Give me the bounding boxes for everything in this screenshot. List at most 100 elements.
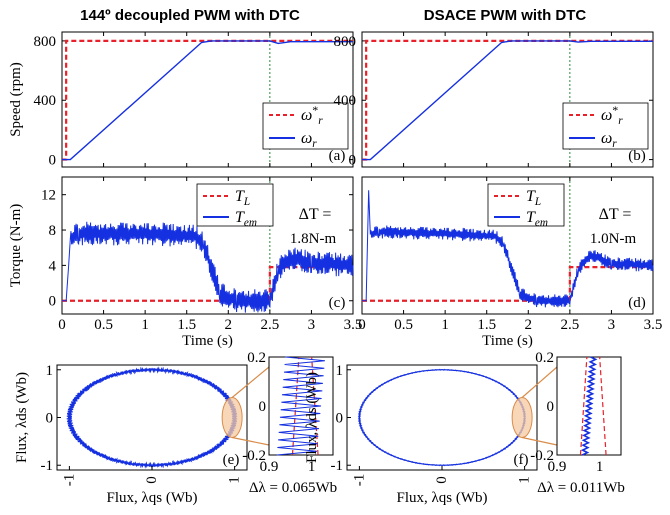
- x-tick-label: 0: [144, 476, 160, 484]
- delta-t-value: 1.8N-m: [290, 231, 337, 247]
- y-tick-label: -1: [41, 458, 54, 474]
- series-tem: [362, 190, 654, 308]
- y-axis-label: Flux, λds (Wb): [304, 372, 320, 463]
- zoom-y-tick-label: -0.2: [530, 448, 554, 464]
- y-tick-label: 1: [336, 363, 344, 379]
- delta-t-label: ΔT =: [599, 206, 632, 223]
- y-axis-label: Speed (rpm): [8, 62, 24, 137]
- x-tick-label: 1: [517, 476, 533, 484]
- x-tick-label: -1: [351, 474, 367, 487]
- x-tick-label: 3.5: [644, 317, 663, 333]
- y-axis-label: Torque (N-m): [8, 204, 24, 288]
- panel-label: (d): [628, 295, 646, 311]
- speed-left-frame: [61, 31, 354, 168]
- legend-entry-0: TL: [526, 188, 541, 208]
- y-tick-label: 0: [49, 294, 57, 310]
- x-axis-label: Flux, λqs (Wb): [396, 490, 487, 506]
- zoom-x-tick-label: 0.9: [548, 459, 567, 475]
- legend-entry-0: ω*r: [301, 103, 323, 127]
- legend-box: [262, 102, 349, 150]
- x-tick-label: 1: [227, 476, 243, 484]
- zoom-bound-line: [599, 356, 607, 456]
- zoom-connector-line: [521, 366, 558, 398]
- zoom-y-tick-label: 0: [547, 399, 555, 415]
- ripple-caption: Δλ = 0.065Wb: [249, 480, 337, 496]
- delta-t-value: 1.0N-m: [590, 231, 637, 247]
- zoom-x-tick-label: 1: [308, 459, 316, 475]
- x-tick-label: 3: [308, 317, 316, 333]
- left-column-title: 144º decoupled PWM with DTC: [80, 7, 300, 24]
- zoom-trace: [580, 356, 598, 456]
- y-tick-label: 400: [334, 93, 357, 109]
- legend-box: [487, 183, 565, 227]
- zoom-y-tick-label: 0.2: [535, 350, 554, 366]
- y-tick-label: 0: [349, 153, 357, 169]
- y-tick-label: 0: [46, 411, 54, 427]
- panel-label: (b): [628, 148, 646, 164]
- panel-label: (a): [329, 148, 346, 164]
- zoom-connector-line: [231, 366, 270, 398]
- zoom-x-tick-label: 1: [596, 459, 604, 475]
- flux-trajectory: [66, 366, 238, 469]
- x-tick-label: 1.5: [177, 317, 196, 333]
- x-tick-label: 1: [441, 317, 449, 333]
- zoom-trace: [276, 356, 325, 456]
- x-tick-label: 3.5: [344, 317, 363, 333]
- y-tick-label: 800: [334, 34, 357, 50]
- x-tick-label: 2: [225, 317, 233, 333]
- panel-label: (c): [329, 295, 346, 311]
- right-column-title: DSACE PWM with DTC: [424, 7, 587, 24]
- flux-left-frame: [56, 364, 248, 471]
- x-tick-label: 2.5: [260, 317, 279, 333]
- y-tick-label: 12: [41, 188, 56, 204]
- y-tick-label: 400: [34, 93, 57, 109]
- x-axis-label: Flux, λqs (Wb): [106, 490, 197, 506]
- series-reference-line: [362, 266, 653, 302]
- x-tick-label: 2.5: [560, 317, 579, 333]
- flux-trajectory: [357, 368, 527, 467]
- series-reference-line: [62, 266, 353, 302]
- legend-entry-1: ωr: [601, 130, 617, 150]
- y-tick-label: 0: [49, 153, 57, 169]
- zoom-y-tick-label: 0: [259, 399, 267, 415]
- x-tick-label: 0.5: [394, 317, 413, 333]
- zoom-connector-line: [522, 436, 558, 446]
- x-tick-label: -1: [61, 474, 77, 487]
- panel-label: (f): [514, 452, 529, 468]
- x-tick-label: 3: [608, 317, 616, 333]
- zoom-bound-line: [311, 356, 319, 456]
- zoom-y-tick-label: 0.2: [247, 350, 266, 366]
- y-tick-label: 8: [49, 223, 57, 239]
- x-tick-label: 1: [141, 317, 149, 333]
- speed-right-frame: [361, 31, 654, 168]
- delta-t-label: ΔT =: [299, 206, 332, 223]
- series-tem: [62, 221, 354, 313]
- zoom-bound-line: [579, 356, 588, 456]
- zoom-region-highlight: [221, 397, 243, 438]
- legend-box: [562, 102, 649, 150]
- x-axis-label: Time (s): [182, 333, 233, 349]
- y-tick-label: 1: [46, 363, 54, 379]
- x-axis-label: Time (s): [482, 333, 533, 349]
- torque-left-frame: [61, 176, 354, 315]
- x-tick-label: 0: [434, 476, 450, 484]
- x-tick-label: 0: [58, 317, 66, 333]
- y-tick-label: 800: [34, 34, 57, 50]
- x-tick-label: 1.5: [477, 317, 496, 333]
- legend-entry-0: TL: [235, 188, 250, 208]
- y-tick-label: 0: [336, 411, 344, 427]
- series-actual-line: [62, 40, 353, 161]
- y-axis-label: Flux, λds (Wb): [14, 372, 30, 463]
- legend-entry-0: ω*r: [601, 103, 623, 127]
- x-tick-label: 0: [358, 317, 366, 333]
- zoom-y-tick-label: -0.2: [242, 448, 266, 464]
- flux-right-frame: [346, 364, 538, 471]
- y-tick-label: -1: [331, 458, 344, 474]
- legend-entry-1: Tem: [235, 209, 257, 229]
- y-tick-label: 4: [49, 258, 57, 274]
- legend-box: [196, 183, 274, 227]
- torque-right-frame: [361, 176, 654, 315]
- ripple-caption: Δλ = 0.011Wb: [537, 480, 625, 496]
- zoom-x-tick-label: 0.9: [260, 459, 279, 475]
